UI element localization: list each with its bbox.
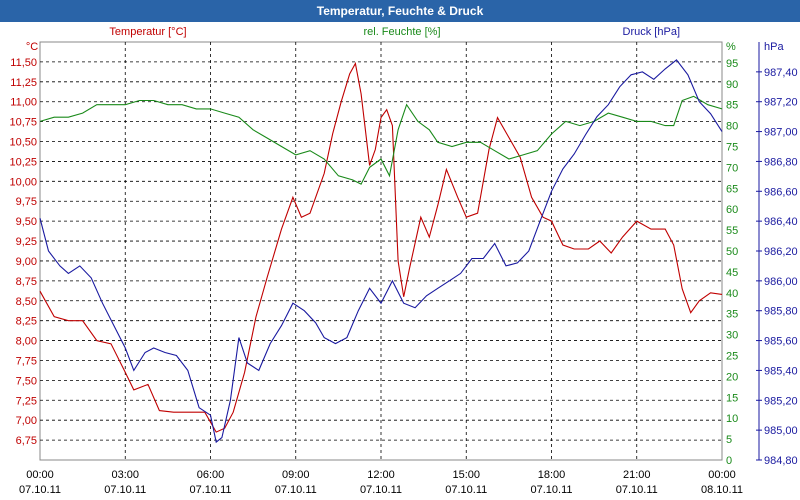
pressure-tick-label: 985,20: [764, 395, 798, 407]
humidity-tick-label: 35: [726, 309, 738, 321]
humidity-tick-label: 30: [726, 330, 738, 342]
pressure-tick-label: 986,40: [764, 216, 798, 228]
date-tick-label: 07.10.11: [104, 484, 146, 496]
date-tick-label: 07.10.11: [360, 484, 402, 496]
pressure-tick-label: 987,40: [764, 67, 798, 79]
date-tick-label: 07.10.11: [530, 484, 572, 496]
humidity-tick-label: 15: [726, 392, 738, 404]
pressure-axis: hPa 984,80 985,00 985,20 985,40 985,60 985,80 9…: [756, 41, 798, 467]
temperature-tick-label: 7,50: [16, 375, 37, 387]
time-tick-label: 09:00: [282, 469, 310, 481]
time-tick-label: 15:00: [452, 469, 480, 481]
humidity-tick-label: 10: [726, 413, 738, 425]
date-tick-label: 07.10.11: [275, 484, 317, 496]
humidity-unit: %: [726, 41, 736, 53]
series-line-temperature: [39, 61, 723, 433]
pressure-unit: hPa: [764, 41, 784, 53]
pressure-tick-label: 984,80: [764, 455, 798, 467]
temperature-tick-label: 10,50: [9, 137, 37, 149]
temperature-tick-label: 6,75: [16, 435, 37, 447]
pressure-tick-label: 986,80: [764, 156, 798, 168]
humidity-tick-label: 20: [726, 371, 738, 383]
humidity-tick-label: 80: [726, 121, 738, 133]
humidity-tick-label: 95: [726, 58, 738, 70]
humidity-tick-label: 45: [726, 267, 738, 279]
humidity-tick-label: 55: [726, 225, 738, 237]
humidity-tick-label: 0: [726, 455, 732, 467]
date-tick-label: 07.10.11: [616, 484, 658, 496]
time-tick-label: 00:00: [708, 469, 736, 481]
time-tick-label: 21:00: [623, 469, 651, 481]
pressure-tick-label: 987,00: [764, 127, 798, 139]
date-tick-label: 08.10.11: [701, 484, 743, 496]
chart-area: °C 6,75 7,00 7,25 7,50 7,75 8,00 8,25 8,50 8,75 9,…: [9, 26, 798, 496]
temperature-tick-label: 10,25: [9, 156, 37, 168]
temperature-tick-label: 9,00: [16, 256, 37, 268]
date-tick-label: 07.10.11: [189, 484, 231, 496]
temperature-tick-label: 11,25: [10, 77, 37, 89]
date-tick-label: 07.10.11: [445, 484, 487, 496]
temperature-tick-label: 10,00: [9, 176, 37, 188]
series-line-pressure: [39, 59, 723, 444]
pressure-tick-label: 986,00: [764, 276, 798, 288]
temperature-tick-label: 11,50: [10, 57, 37, 69]
series-layer: [39, 59, 723, 444]
humidity-tick-label: 60: [726, 204, 738, 216]
time-tick-label: 18:00: [538, 469, 566, 481]
temperature-tick-label: 8,00: [16, 336, 37, 348]
temperature-axis: °C 6,75 7,00 7,25 7,50 7,75 8,00 8,25 8,50 8,75 9,…: [9, 41, 38, 447]
temperature-tick-label: 8,25: [16, 316, 37, 328]
temperature-tick-label: 11,00: [10, 97, 37, 109]
time-tick-label: 03:00: [111, 469, 139, 481]
temperature-tick-label: 7,25: [16, 395, 37, 407]
date-tick-label: 07.10.11: [19, 484, 61, 496]
temperature-tick-label: 8,50: [16, 296, 37, 308]
humidity-tick-label: 40: [726, 288, 738, 300]
pressure-tick-label: 986,60: [764, 186, 798, 198]
humidity-tick-label: 65: [726, 183, 738, 195]
temperature-tick-label: 8,75: [16, 276, 37, 288]
humidity-tick-label: 50: [726, 246, 738, 258]
humidity-tick-label: 90: [726, 79, 738, 91]
grid-lines: [40, 42, 722, 460]
humidity-tick-label: 5: [726, 434, 732, 446]
temperature-tick-label: 9,75: [16, 196, 37, 208]
pressure-tick-label: 985,60: [764, 336, 798, 348]
humidity-tick-label: 85: [726, 100, 738, 112]
legend-label-pressure: Druck [hPa]: [623, 26, 680, 38]
legend: Temperatur [°C] rel. Feuchte [%] Druck [hP…: [109, 26, 680, 38]
temperature-tick-label: 7,75: [16, 355, 37, 367]
pressure-tick-label: 985,00: [764, 425, 798, 437]
pressure-tick-label: 986,20: [764, 246, 798, 258]
pressure-tick-label: 985,40: [764, 365, 798, 377]
legend-label-humidity: rel. Feuchte [%]: [363, 26, 440, 38]
time-tick-label: 12:00: [367, 469, 395, 481]
time-tick-label: 00:00: [26, 469, 54, 481]
humidity-tick-label: 25: [726, 351, 738, 363]
humidity-tick-label: 70: [726, 162, 738, 174]
chart-title: Temperatur, Feuchte & Druck: [0, 0, 800, 22]
temperature-tick-label: 10,75: [9, 117, 37, 129]
pressure-tick-label: 985,80: [764, 306, 798, 318]
temperature-tick-label: 7,00: [16, 415, 37, 427]
humidity-tick-label: 75: [726, 142, 738, 154]
temperature-unit: °C: [26, 41, 38, 53]
temperature-tick-label: 9,50: [16, 216, 37, 228]
time-tick-label: 06:00: [197, 469, 225, 481]
humidity-axis: % 0 5 10 15 20 25 30 35 40 45 50 55 60 65 70 75 80 85 90 95: [726, 41, 738, 467]
time-axis: 00:00 07.10.11 03:00 07.10.11 06:00 07.10.11 0…: [19, 469, 743, 496]
temperature-tick-label: 9,25: [16, 236, 37, 248]
pressure-tick-label: 987,20: [764, 97, 798, 109]
series-line-humidity: [39, 95, 723, 185]
legend-label-temperature: Temperatur [°C]: [109, 26, 186, 38]
